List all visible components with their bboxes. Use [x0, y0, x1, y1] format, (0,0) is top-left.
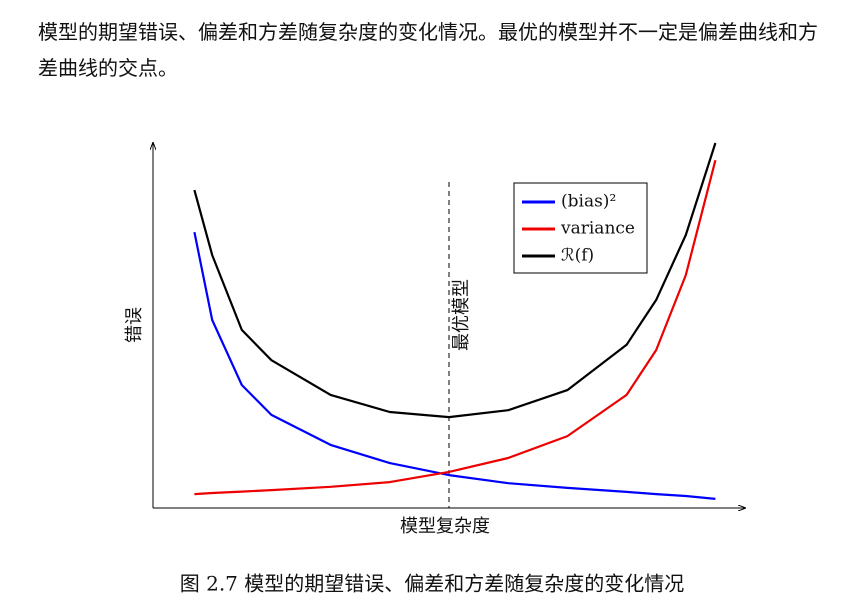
paragraph: 模型的期望错误、偏差和方差随复杂度的变化情况。最优的模型并不一定是偏差曲线和方差…	[38, 20, 818, 80]
optimum-label: 最优模型	[451, 279, 472, 351]
legend-label: ℛ(f)	[561, 246, 594, 266]
legend-label: variance	[560, 219, 635, 239]
x-axis-label: 模型复杂度	[400, 516, 490, 537]
curve	[194, 159, 717, 496]
curve	[193, 142, 717, 419]
caption: 图 2.7 模型的期望错误、偏差和方差随复杂度的变化情况	[180, 572, 685, 596]
legend-label: (bias)²	[561, 192, 616, 212]
curve	[193, 231, 716, 500]
y-axis-label: 错误	[124, 307, 145, 343]
